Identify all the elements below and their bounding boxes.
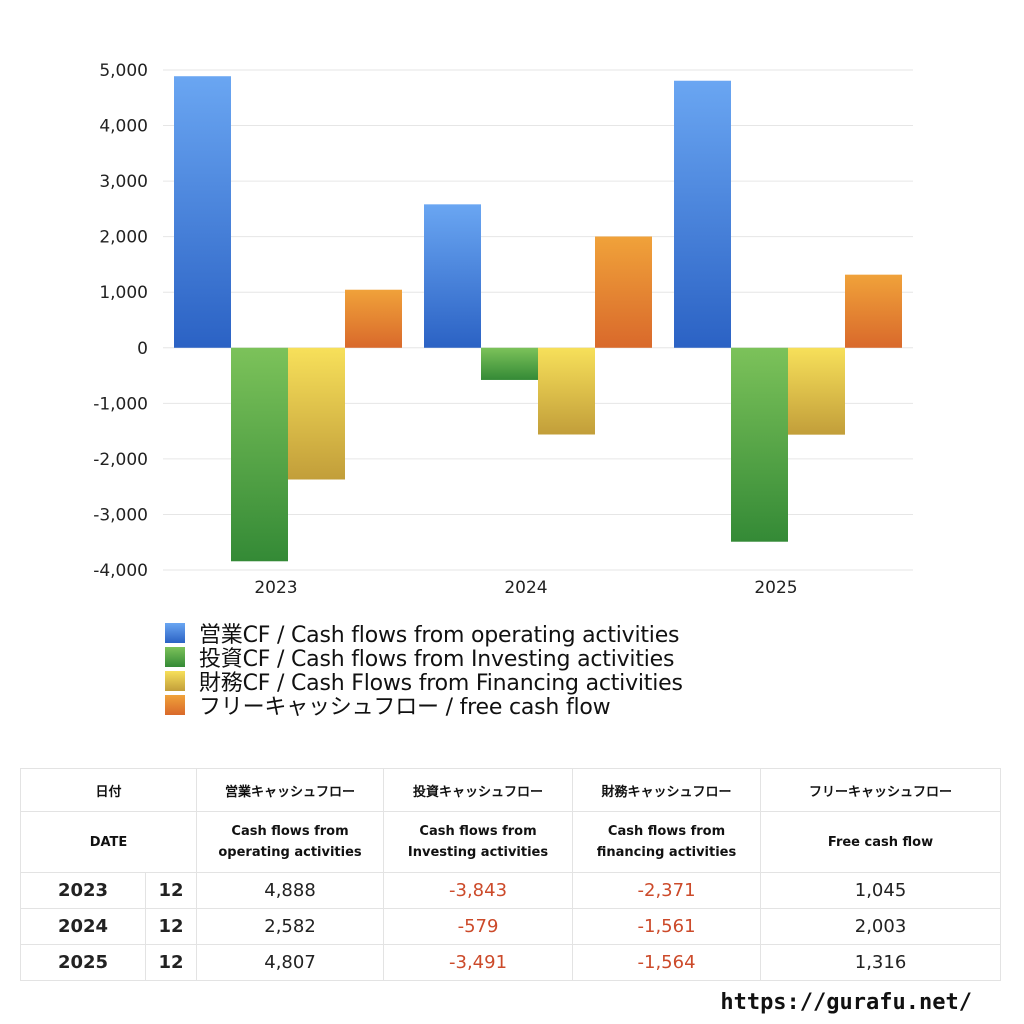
bar-free-2024 (595, 236, 652, 348)
y-axis-ticks: 5,000 4,000 3,000 2,000 1,000 0 -1,000 -2,000 -3… (93, 61, 148, 581)
x-tick-label: 2025 (754, 578, 797, 598)
row-free: 2,003 (760, 908, 1002, 945)
y-tick-label: -4,000 (93, 561, 148, 581)
header-free-en: Free cash flow (760, 811, 1002, 873)
header-investing-ja: 投資キャッシュフロー (383, 768, 574, 812)
x-tick-label: 2024 (504, 578, 547, 598)
row-month: 12 (144, 908, 198, 945)
legend-label-free: フリーキャッシュフロー / free cash flow (199, 695, 611, 720)
table-header-row-en: DATE Cash flows from operating activitie… (19, 811, 1002, 873)
cash-flow-table: 日付 営業キャッシュフロー 投資キャッシュフロー 財務キャッシュフロー フリーキ… (19, 768, 1002, 981)
row-investing: -3,491 (383, 944, 574, 981)
row-month: 12 (144, 872, 198, 909)
y-tick-label: -1,000 (93, 394, 148, 414)
y-tick-label: 2,000 (99, 228, 148, 248)
row-investing: -579 (383, 908, 574, 945)
y-tick-label: 4,000 (99, 117, 148, 137)
header-financing-en: Cash flows from financing activities (572, 811, 762, 873)
cash-flow-bar-chart: 5,000 4,000 3,000 2,000 1,000 0 -1,000 -2,000 -3… (93, 61, 913, 598)
row-free: 1,316 (760, 944, 1002, 981)
header-investing-en: Cash flows from Investing activities (383, 811, 574, 873)
row-year: 2024 (20, 908, 146, 945)
row-financing: -1,561 (572, 908, 762, 945)
header-operating-ja: 営業キャッシュフロー (196, 768, 385, 812)
bar-investing-2025 (731, 347, 788, 542)
x-tick-label: 2023 (254, 578, 297, 598)
y-tick-label: 3,000 (99, 172, 148, 192)
y-tick-label: -3,000 (93, 505, 148, 525)
chart-legend: 営業CF / Cash flows from operating activit… (165, 621, 683, 720)
legend-item-operating: 営業CF / Cash flows from operating activit… (165, 621, 683, 648)
bar-financing-2024 (538, 347, 595, 435)
bar-operating-2024 (424, 204, 481, 348)
bar-investing-2024 (481, 347, 538, 380)
row-financing: -2,371 (572, 872, 762, 909)
table-row: 2025 12 4,807 -3,491 -1,564 1,316 (20, 944, 1002, 981)
bar-financing-2023 (288, 347, 345, 480)
y-tick-label: 5,000 (99, 61, 148, 81)
header-date-ja: 日付 (19, 768, 198, 812)
bar-operating-2025 (674, 80, 731, 348)
legend-item-free: フリーキャッシュフロー / free cash flow (165, 693, 683, 720)
legend-swatch-financing (165, 671, 185, 691)
bar-investing-2023 (231, 347, 288, 562)
chart-bars (174, 76, 902, 562)
legend-swatch-free (165, 695, 185, 715)
table-row: 2024 12 2,582 -579 -1,561 2,003 (20, 908, 1002, 945)
bar-free-2025 (845, 274, 902, 348)
y-tick-label: -2,000 (93, 450, 148, 470)
header-date-en: DATE (19, 811, 198, 873)
row-investing: -3,843 (383, 872, 574, 909)
row-operating: 2,582 (196, 908, 385, 945)
table-row: 2023 12 4,888 -3,843 -2,371 1,045 (20, 872, 1002, 909)
row-operating: 4,807 (196, 944, 385, 981)
bar-free-2023 (345, 289, 402, 348)
header-free-ja: フリーキャッシュフロー (760, 768, 1002, 812)
x-axis-ticks: 2023 2024 2025 (254, 578, 797, 598)
row-month: 12 (144, 944, 198, 981)
row-free: 1,045 (760, 872, 1002, 909)
legend-label-operating: 営業CF / Cash flows from operating activit… (199, 623, 680, 648)
legend-item-financing: 財務CF / Cash Flows from Financing activit… (165, 669, 683, 696)
legend-label-financing: 財務CF / Cash Flows from Financing activit… (199, 671, 683, 696)
y-tick-label: 0 (137, 339, 148, 359)
header-financing-ja: 財務キャッシュフロー (572, 768, 762, 812)
legend-swatch-investing (165, 647, 185, 667)
y-tick-label: 1,000 (99, 283, 148, 303)
bar-financing-2025 (788, 347, 845, 435)
legend-label-investing: 投資CF / Cash flows from Investing activit… (199, 647, 675, 672)
row-year: 2023 (20, 872, 146, 909)
legend-swatch-operating (165, 623, 185, 643)
legend-item-investing: 投資CF / Cash flows from Investing activit… (165, 645, 683, 672)
cash-flow-table-wrapper: 日付 営業キャッシュフロー 投資キャッシュフロー 財務キャッシュフロー フリーキ… (19, 768, 1002, 981)
site-url[interactable]: https://gurafu.net/ (720, 990, 972, 1015)
table-header-row-ja: 日付 営業キャッシュフロー 投資キャッシュフロー 財務キャッシュフロー フリーキ… (19, 768, 1002, 812)
row-operating: 4,888 (196, 872, 385, 909)
row-financing: -1,564 (572, 944, 762, 981)
header-operating-en: Cash flows from operating activities (196, 811, 385, 873)
bar-operating-2023 (174, 76, 231, 348)
row-year: 2025 (20, 944, 146, 981)
